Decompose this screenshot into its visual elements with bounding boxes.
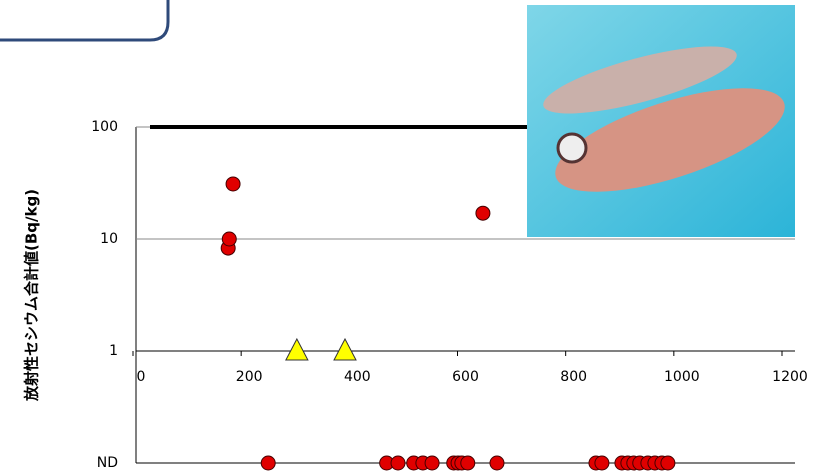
circle-point (225, 176, 241, 192)
triangle-point (285, 337, 309, 361)
circle-point (460, 455, 476, 471)
x-tick-label: 600 (452, 369, 479, 385)
circle-point (221, 231, 237, 247)
x-tick-label: 200 (236, 369, 263, 385)
x-tick-label: 400 (344, 369, 371, 385)
triangle-point (333, 337, 357, 361)
x-tick-label: 1000 (664, 369, 700, 385)
fish-eye (556, 132, 588, 164)
circle-point (660, 455, 676, 471)
x-tick-label: 1200 (772, 369, 808, 385)
circle-point (260, 455, 276, 471)
circle-point (594, 455, 610, 471)
photo (527, 5, 795, 237)
y-axis-label: 放射性セシウム合計値(Bq/kg) (23, 189, 41, 402)
y-tick-label: 1 (109, 343, 118, 359)
x-tick-label: 0 (137, 369, 146, 385)
y-tick-label: 100 (91, 119, 118, 135)
y-tick-label: 10 (100, 231, 118, 247)
circle-point (489, 455, 505, 471)
fish-shape (543, 46, 737, 114)
circle-point (475, 205, 491, 221)
nd-label: ND (97, 455, 118, 471)
circle-point (390, 455, 406, 471)
circle-point (424, 455, 440, 471)
fish-shape (555, 88, 785, 192)
frame-decoration (0, 0, 170, 42)
x-tick-label: 800 (560, 369, 587, 385)
